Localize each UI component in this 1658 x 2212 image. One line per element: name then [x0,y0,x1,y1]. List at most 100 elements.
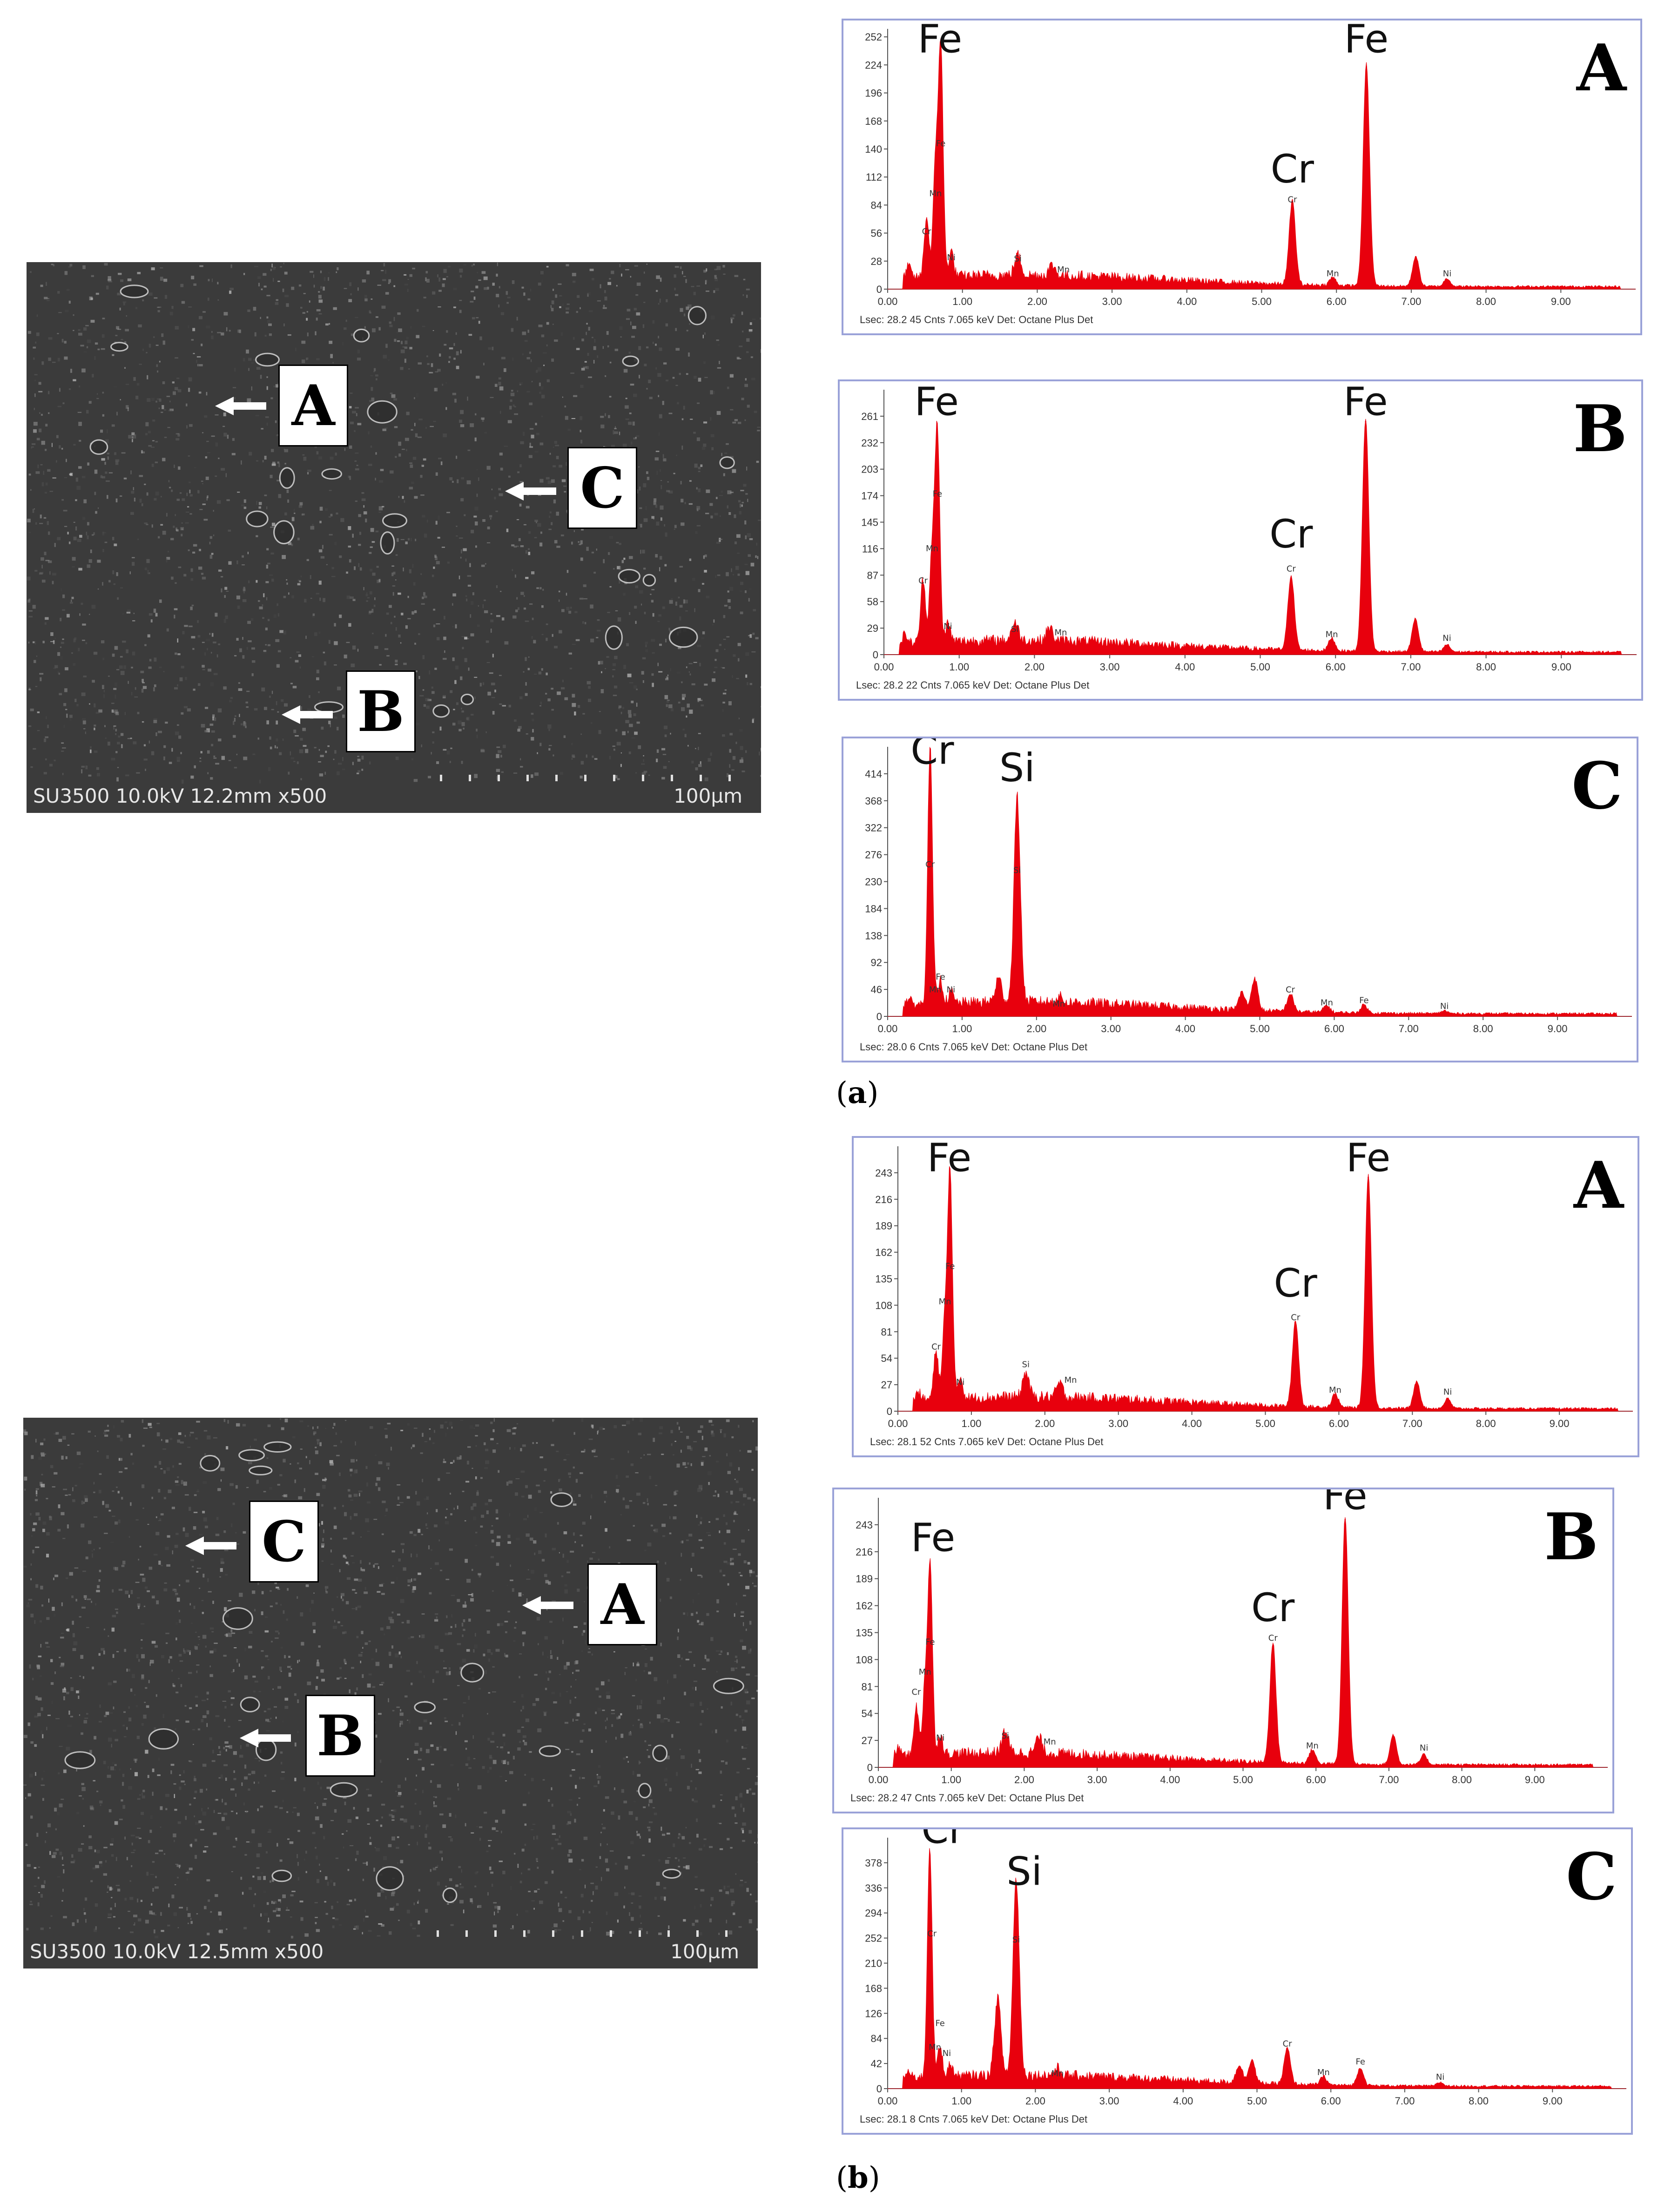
peak-annotation: Fe [925,1637,935,1647]
peak-annotation: Cr [911,1687,921,1697]
y-tick-label: 174 [861,490,878,502]
peak-point [929,1855,930,1856]
peak-point [1415,621,1416,622]
peak-point [1025,1386,1027,1387]
y-tick-label: 243 [875,1167,892,1179]
peak-point [959,1389,961,1391]
y-tick-label: 294 [865,1908,882,1919]
element-label: Fe [1344,20,1388,62]
y-tick-label: 27 [862,1735,873,1746]
element-label: Cr [1269,511,1313,557]
peak-annotation: Ni [1443,269,1451,279]
peak-point [1447,1400,1449,1402]
y-tick-label: 46 [871,984,882,995]
marker-b-label: B [305,1695,375,1777]
peak-annotation: Ni [1420,1743,1428,1753]
y-tick-label: 135 [856,1627,873,1639]
y-tick-label: 216 [856,1546,873,1558]
element-label: Fe [1323,1489,1367,1519]
y-tick-label: 189 [875,1220,892,1232]
x-tick-label: 6.00 [1321,2095,1341,2107]
x-tick-label: 0.00 [888,1418,908,1429]
sem-footer: SU3500 10.0kV 12.2mm x500 100µm [27,780,761,813]
marker-c-label: C [249,1501,319,1583]
peak-annotation: Ni [943,2049,951,2058]
x-tick-label: 1.00 [952,1023,972,1035]
peak-point [907,2082,909,2083]
caption-a-letter: a [847,1076,867,1110]
spectrum-chart: 0 46 92 138 184 230 276 322 368 414 0.00 1.00 2.00 3.… [860,738,1632,1053]
spectrum-chart: 0 28 56 84 112 140 168 196 224 252 0.00 1.00 2.00 3.0… [860,20,1636,325]
x-tick-label: 7.00 [1401,296,1421,307]
y-tick-label: 252 [865,1933,882,1944]
x-tick-label: 3.00 [1101,1023,1121,1035]
peak-annotation: Mn [1326,630,1338,640]
peak-point [1446,280,1448,282]
y-tick-label: 87 [867,569,878,581]
peak-annotation: Cr [1287,195,1297,204]
element-label: Fe [918,20,962,62]
spectrum-footer: Lsec: 28.2 45 Cnts 7.065 keV Det: Octane… [860,314,1093,325]
peak-annotation: Ni [1442,633,1451,643]
element-label: Cr [1251,1585,1295,1630]
scale-bar-label: 100µm [670,1940,739,1963]
x-tick-label: 0.00 [874,661,894,673]
spectrum-chart: 0 29 58 87 116 145 174 203 232 261 0.00 1.00 2.00 3.0… [856,381,1637,691]
y-tick-label: 140 [865,143,882,155]
y-tick-label: 0 [873,649,878,661]
peak-annotation: Mn [929,985,942,995]
peak-point [1365,66,1367,68]
peak-point [1443,1013,1445,1015]
x-tick-label: 9.00 [1543,2095,1563,2107]
x-tick-label: 5.00 [1247,2095,1267,2107]
element-label: Fe [927,1138,971,1180]
peak-point [1290,579,1292,581]
y-tick-label: 145 [861,517,878,528]
x-tick-label: 3.00 [1087,1774,1107,1786]
panel-letter: B [1544,1499,1598,1575]
y-tick-label: 27 [881,1379,892,1391]
peak-point [939,2058,941,2060]
y-tick-label: 116 [862,543,878,555]
spectrum-footer: Lsec: 28.1 52 Cnts 7.065 keV Det: Octane… [870,1436,1103,1448]
y-tick-label: 162 [875,1247,892,1258]
spectrum-area [898,1166,1633,1412]
y-tick-label: 168 [865,115,882,127]
peak-point [935,1361,937,1363]
spectrum-footer: Lsec: 28.2 22 Cnts 7.065 keV Det: Octane… [856,679,1089,691]
y-tick-label: 92 [871,957,882,968]
peak-annotation: Mn [1321,998,1333,1008]
x-tick-label: 1.00 [951,2095,971,2107]
peak-point [950,263,952,265]
peak-annotation: Mn [1051,2069,1064,2078]
peak-point [1334,1396,1336,1398]
y-tick-label: 276 [865,849,882,861]
x-tick-label: 3.00 [1102,296,1122,307]
peak-point [1254,983,1255,985]
peak-point [950,2076,951,2077]
spectrum-footer: Lsec: 28.0 6 Cnts 7.065 keV Det: Octane … [860,1041,1087,1053]
y-tick-label: 0 [876,284,882,295]
peak-point [1365,421,1367,423]
sem-image-b: SU3500 10.0kV 12.5mm x500 100µm [23,1418,758,1968]
peak-annotation: Fe [933,489,942,499]
peak-point [1058,1396,1060,1398]
panel-letter: C [1566,1839,1617,1914]
peak-point [1057,2081,1058,2083]
y-tick-label: 224 [865,59,882,71]
y-tick-label: 58 [867,596,878,608]
x-tick-label: 9.00 [1550,1418,1570,1429]
peak-point [1294,1324,1296,1326]
y-tick-label: 216 [875,1194,892,1205]
x-tick-label: 4.00 [1175,1023,1195,1035]
y-tick-label: 138 [865,930,882,941]
peak-annotation: Cr [931,1342,941,1352]
x-tick-label: 8.00 [1452,1774,1472,1786]
x-tick-label: 2.00 [1014,1774,1034,1786]
peak-annotation: Si [1001,1731,1009,1741]
y-tick-label: 196 [865,88,882,99]
y-tick-label: 81 [862,1681,873,1692]
peak-annotation: Ni [947,985,955,995]
x-tick-label: 9.00 [1551,661,1571,673]
x-tick-label: 3.00 [1099,2095,1119,2107]
